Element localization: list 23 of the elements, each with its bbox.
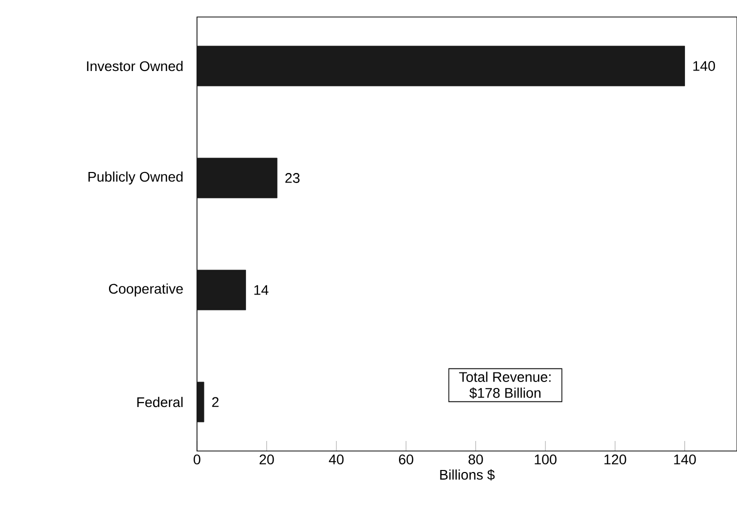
x-tick-label: 0 [194, 454, 200, 464]
bar [196, 382, 204, 422]
x-tick-label: 140 [674, 454, 696, 464]
y-tick-label: Cooperative [108, 284, 183, 296]
x-axis-title: Billions $ [440, 469, 495, 481]
annotation: $178 Billion [469, 387, 540, 399]
x-tick-label: 80 [468, 454, 483, 464]
data-label: 14 [254, 285, 268, 295]
y-tick-label: Federal [137, 396, 183, 408]
x-tick-label: 40 [328, 454, 344, 464]
x-tick-label: 100 [534, 454, 556, 464]
annotation: Total Revenue: [459, 372, 551, 382]
x-tick-label: 60 [398, 454, 414, 464]
y-tick-label: Publicly Owned [88, 171, 183, 184]
bar [196, 46, 685, 86]
data-label: 2 [212, 397, 219, 407]
bar [196, 270, 246, 310]
x-tick-label: 120 [604, 454, 626, 464]
data-label: 23 [285, 173, 300, 183]
bar [196, 158, 278, 198]
data-label: 140 [693, 61, 715, 71]
y-tick-label: Investor Owned [87, 60, 183, 72]
x-tick-label: 20 [260, 454, 274, 464]
